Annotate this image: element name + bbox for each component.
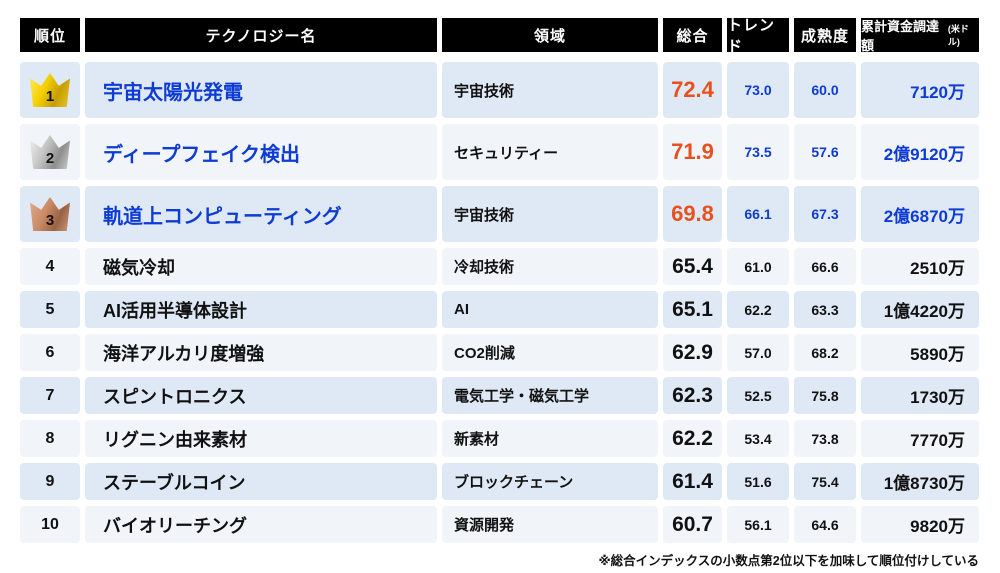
column-header-funding-label: 累計資金調達額 xyxy=(861,19,940,53)
maturity-score-cell: 63.3 xyxy=(794,291,856,328)
domain-cell: AI xyxy=(442,291,658,328)
rank-cell: 8 xyxy=(20,420,80,457)
table-header: 順位 テクノロジー名 領域 総合 トレンド 成熟度 累計資金調達額 (米ドル) xyxy=(20,17,979,55)
tech-name-cell: リグニン由来素材 xyxy=(85,420,437,457)
maturity-score-cell: 68.2 xyxy=(794,334,856,371)
column-header-total: 総合 xyxy=(663,18,722,52)
total-score-cell: 61.4 xyxy=(663,463,722,500)
rank-cell: 1 xyxy=(20,62,80,118)
total-score-cell: 60.7 xyxy=(663,506,722,543)
trend-score-cell: 57.0 xyxy=(727,334,789,371)
total-score-cell: 62.2 xyxy=(663,420,722,457)
crown-gold-icon: 1 xyxy=(30,73,70,107)
funding-cell: 2510万 xyxy=(861,248,979,285)
funding-cell: 7770万 xyxy=(861,420,979,457)
rank-cell: 2 xyxy=(20,124,80,180)
tech-name-cell: 軌道上コンピューティング xyxy=(85,186,437,242)
tech-name-cell: バイオリーチング xyxy=(85,506,437,543)
funding-cell: 1億4220万 xyxy=(861,291,979,328)
maturity-score-cell: 60.0 xyxy=(794,62,856,118)
rank-cell: 6 xyxy=(20,334,80,371)
trend-score-cell: 73.5 xyxy=(727,124,789,180)
column-header-rank: 順位 xyxy=(20,18,80,52)
domain-cell: CO2削減 xyxy=(442,334,658,371)
rank-cell: 7 xyxy=(20,377,80,414)
maturity-score-cell: 73.8 xyxy=(794,420,856,457)
domain-cell: 宇宙技術 xyxy=(442,186,658,242)
domain-cell: 宇宙技術 xyxy=(442,62,658,118)
funding-cell: 1億8730万 xyxy=(861,463,979,500)
maturity-score-cell: 67.3 xyxy=(794,186,856,242)
total-score-cell: 65.4 xyxy=(663,248,722,285)
column-header-technology-name: テクノロジー名 xyxy=(85,18,437,52)
tech-name-cell: スピントロニクス xyxy=(85,377,437,414)
crown-silver-icon: 2 xyxy=(30,135,70,169)
domain-cell: 冷却技術 xyxy=(442,248,658,285)
rank-cell: 10 xyxy=(20,506,80,543)
trend-score-cell: 73.0 xyxy=(727,62,789,118)
rank-number: 2 xyxy=(45,150,55,167)
tech-name-cell: ディープフェイク検出 xyxy=(85,124,437,180)
total-score-cell: 62.3 xyxy=(663,377,722,414)
domain-cell: 資源開発 xyxy=(442,506,658,543)
maturity-score-cell: 66.6 xyxy=(794,248,856,285)
column-header-maturity: 成熟度 xyxy=(794,18,856,52)
trend-score-cell: 51.6 xyxy=(727,463,789,500)
column-header-domain: 領域 xyxy=(442,18,658,52)
funding-cell: 2億6870万 xyxy=(861,186,979,242)
domain-cell: 新素材 xyxy=(442,420,658,457)
domain-cell: ブロックチェーン xyxy=(442,463,658,500)
tech-name-cell: 宇宙太陽光発電 xyxy=(85,62,437,118)
trend-score-cell: 62.2 xyxy=(727,291,789,328)
rank-cell: 9 xyxy=(20,463,80,500)
column-header-trend: トレンド xyxy=(727,17,789,55)
footnote: ※総合インデックスの小数点第2位以下を加味して順位付けしている xyxy=(598,554,979,568)
column-header-funding-unit: (米ドル) xyxy=(947,24,969,47)
rank-cell: 4 xyxy=(20,248,80,285)
tech-name-cell: AI活用半導体設計 xyxy=(85,291,437,328)
rank-number: 3 xyxy=(45,212,55,229)
funding-cell: 7120万 xyxy=(861,62,979,118)
funding-cell: 5890万 xyxy=(861,334,979,371)
trend-score-cell: 52.5 xyxy=(727,377,789,414)
rank-cell: 5 xyxy=(20,291,80,328)
total-score-cell: 71.9 xyxy=(663,124,722,180)
funding-cell: 9820万 xyxy=(861,506,979,543)
total-score-cell: 72.4 xyxy=(663,62,722,118)
maturity-score-cell: 64.6 xyxy=(794,506,856,543)
maturity-score-cell: 75.4 xyxy=(794,463,856,500)
total-score-cell: 65.1 xyxy=(663,291,722,328)
maturity-score-cell: 75.8 xyxy=(794,377,856,414)
tech-name-cell: 海洋アルカリ度増強 xyxy=(85,334,437,371)
crown-bronze-icon: 3 xyxy=(30,197,70,231)
ranking-table: 順位 テクノロジー名 領域 総合 トレンド 成熟度 累計資金調達額 (米ドル) … xyxy=(20,17,979,569)
rank-number: 1 xyxy=(45,88,55,105)
funding-cell: 2億9120万 xyxy=(861,124,979,180)
tech-name-cell: 磁気冷却 xyxy=(85,248,437,285)
trend-score-cell: 66.1 xyxy=(727,186,789,242)
tech-name-cell: ステーブルコイン xyxy=(85,463,437,500)
column-header-funding: 累計資金調達額 (米ドル) xyxy=(861,18,979,53)
domain-cell: セキュリティー xyxy=(442,124,658,180)
trend-score-cell: 56.1 xyxy=(727,506,789,543)
funding-cell: 1730万 xyxy=(861,377,979,414)
table-body: 1 宇宙太陽光発電 宇宙技術 72.4 73.0 60.0 7120万 2 ディープフェイク検出… xyxy=(20,62,979,543)
domain-cell: 電気工学・磁気工学 xyxy=(442,377,658,414)
rank-cell: 3 xyxy=(20,186,80,242)
trend-score-cell: 53.4 xyxy=(727,420,789,457)
trend-score-cell: 61.0 xyxy=(727,248,789,285)
maturity-score-cell: 57.6 xyxy=(794,124,856,180)
total-score-cell: 69.8 xyxy=(663,186,722,242)
total-score-cell: 62.9 xyxy=(663,334,722,371)
